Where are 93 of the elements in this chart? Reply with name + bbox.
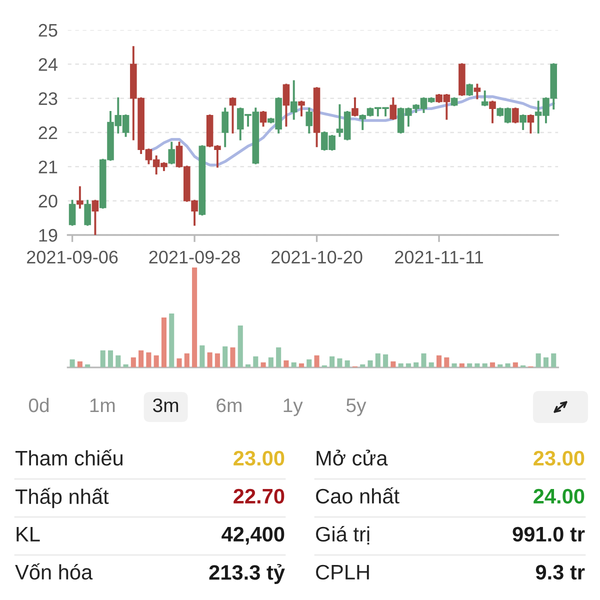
- candlestick: [306, 108, 313, 134]
- bar: [70, 359, 75, 368]
- candlestick: [168, 142, 176, 164]
- candlestick: [76, 186, 84, 209]
- candlestick: [489, 100, 496, 124]
- y-tick-label: 24: [38, 58, 58, 71]
- bar: [551, 353, 556, 368]
- candlestick: [466, 84, 473, 96]
- candlestick: [352, 97, 358, 116]
- bar: [214, 353, 220, 368]
- bar: [77, 361, 82, 368]
- bar: [536, 353, 541, 368]
- bar: [268, 357, 274, 368]
- candlestick: [512, 108, 519, 124]
- y-tick-label: 25: [38, 24, 58, 37]
- bar: [238, 325, 243, 368]
- text: 23.00: [534, 450, 584, 466]
- bar: [337, 358, 342, 368]
- bar: [161, 317, 166, 368]
- bar: [184, 353, 190, 368]
- bar: [116, 355, 121, 368]
- bar: [200, 345, 205, 368]
- bar: [176, 358, 182, 368]
- bar: [375, 353, 380, 368]
- candlestick: [282, 84, 290, 127]
- candlestick: [222, 108, 228, 148]
- bar: [368, 360, 373, 368]
- bar: [222, 346, 228, 368]
- y-tick-label: 19: [39, 228, 58, 242]
- y-tick-label: 20: [38, 194, 58, 208]
- bar: [390, 361, 396, 368]
- bar: [421, 353, 426, 368]
- text: 24.00: [534, 488, 584, 504]
- bar: [543, 357, 548, 368]
- y-tick-label: 21: [38, 160, 58, 174]
- text: 5y: [346, 398, 366, 416]
- bar: [207, 352, 212, 368]
- x-tick-label: 2021-11-11: [395, 250, 483, 264]
- text: 1y: [284, 398, 303, 416]
- candlestick: [92, 200, 99, 235]
- candlestick: [84, 200, 91, 226]
- candlestick: [229, 97, 236, 134]
- category-label: Tham chiếu: [15, 449, 122, 466]
- text: 42,400: [222, 526, 284, 545]
- bar: [444, 357, 450, 368]
- text: 3m: [153, 398, 178, 412]
- x-tick-label: 2021-09-06: [27, 250, 118, 264]
- bar: [169, 313, 174, 368]
- x-tick-label: 2021-10-20: [272, 250, 362, 264]
- text: 213.3 tỷ: [209, 564, 285, 584]
- category-label: Vốn hóa: [15, 563, 93, 580]
- candlestick: [260, 111, 267, 127]
- bar: [314, 355, 320, 368]
- text: 9.3 tr: [536, 564, 585, 580]
- text: 23.00: [234, 450, 284, 466]
- bar: [383, 354, 388, 368]
- bar: [344, 360, 350, 368]
- text: 6m: [216, 398, 242, 412]
- candlestick: [290, 80, 298, 120]
- category-label: Mở cửa: [316, 450, 388, 466]
- candlestick: [527, 114, 534, 134]
- bar: [146, 352, 152, 368]
- bar: [192, 268, 198, 368]
- category-label: Giá trị: [316, 526, 370, 545]
- bar: [276, 347, 282, 368]
- y-tick-label: 22: [38, 126, 58, 140]
- candlestick: [68, 200, 76, 226]
- bar: [130, 357, 136, 368]
- bar: [154, 355, 159, 368]
- bar: [138, 350, 144, 368]
- category-label: Thấp nhất: [15, 488, 109, 508]
- category-label: KL: [16, 527, 40, 542]
- y-tick-label: 23: [38, 92, 58, 106]
- bar: [253, 356, 258, 368]
- candlestick: [390, 97, 397, 120]
- bar: [100, 350, 106, 368]
- candlestick: [474, 84, 481, 100]
- bar: [436, 355, 442, 368]
- candlestick: [298, 100, 305, 116]
- text: 22.70: [234, 488, 284, 504]
- category-label: Cao nhất: [316, 487, 400, 504]
- text: 0d: [28, 398, 49, 412]
- bar: [306, 359, 312, 368]
- candlestick: [481, 90, 488, 106]
- x-tick-label: 2021-09-28: [149, 250, 240, 264]
- text: 1m: [90, 398, 115, 412]
- bar: [284, 360, 289, 368]
- candlestick: [520, 114, 526, 130]
- bar: [108, 350, 114, 368]
- bar: [230, 347, 236, 368]
- bar: [330, 356, 335, 368]
- category-label: CPLH: [316, 564, 369, 580]
- text: 991.0 tr: [512, 526, 585, 542]
